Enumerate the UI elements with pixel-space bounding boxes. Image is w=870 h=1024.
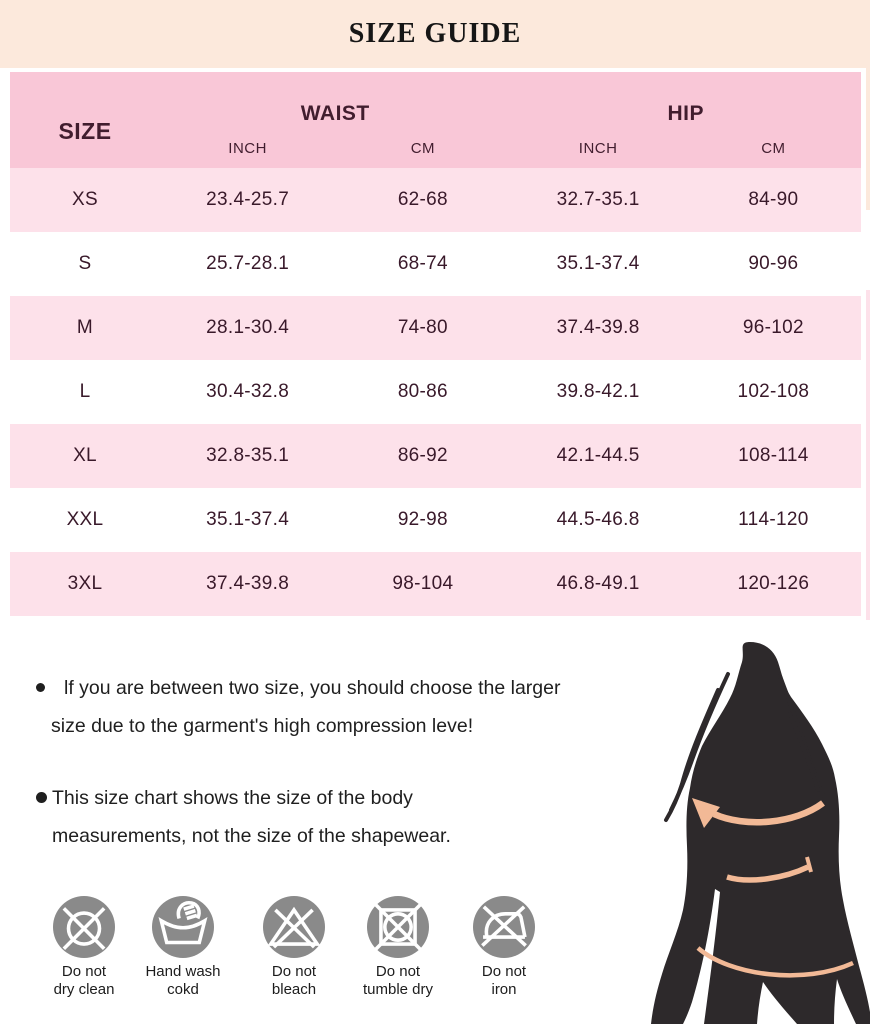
waist-inch-cell: 25.7-28.1 bbox=[206, 253, 290, 274]
hip-cm-cell: 84-90 bbox=[748, 189, 799, 210]
waist-inch-cell: 35.1-37.4 bbox=[206, 509, 290, 530]
table-row: XXL 35.1-37.4 92-98 44.5-46.8 114-120 bbox=[10, 488, 861, 552]
waist-cm-cell: 86-92 bbox=[397, 445, 448, 466]
note-line: lf you are between two size, you should … bbox=[64, 677, 561, 699]
waist-inch-cell: 23.4-25.7 bbox=[206, 189, 290, 210]
do-not-tumble-dry-icon bbox=[367, 896, 429, 958]
col-group-hip: HIP bbox=[667, 102, 704, 125]
care-item-do-not-tumble-dry: Do not tumble dry bbox=[333, 896, 463, 999]
care-label: Do not bleach bbox=[271, 963, 317, 998]
care-label: Hand wash cokd bbox=[145, 963, 221, 998]
do-not-dry-clean-icon bbox=[53, 896, 115, 958]
hand-wash-icon bbox=[152, 896, 214, 958]
care-label: Do not dry clean bbox=[53, 963, 115, 998]
waist-cm-cell: 80-86 bbox=[397, 381, 448, 402]
waist-cm-cell: 98-104 bbox=[392, 573, 454, 594]
table-row: 3XL 37.4-39.8 98-104 46.8-49.1 120-126 bbox=[10, 552, 861, 616]
size-table: SIZE WAIST HIP INCH CM INCH CM XS 23.4-2… bbox=[10, 72, 861, 616]
table-row: XL 32.8-35.1 86-92 42.1-44.5 108-114 bbox=[10, 424, 861, 488]
bust-measure-arc bbox=[712, 800, 825, 826]
hip-cm-cell: 108-114 bbox=[738, 445, 809, 466]
arm-hip-gap bbox=[834, 979, 856, 1024]
size-cell: 3XL bbox=[67, 573, 103, 594]
legs-gap bbox=[757, 982, 797, 1024]
do-not-bleach-icon bbox=[263, 896, 325, 958]
size-table-header: SIZE WAIST HIP INCH CM INCH CM bbox=[10, 72, 861, 168]
hip-cm-cell: 114-120 bbox=[738, 509, 809, 530]
waist-inch-cell: 32.8-35.1 bbox=[206, 445, 290, 466]
size-cell: XXL bbox=[66, 509, 104, 530]
hip-inch-cell: 42.1-44.5 bbox=[556, 445, 640, 466]
waist-inch-cell: 37.4-39.8 bbox=[206, 573, 290, 594]
hip-inch-cell: 44.5-46.8 bbox=[556, 509, 640, 530]
care-item-do-not-iron: Do not iron bbox=[439, 896, 569, 999]
waist-measure-arc bbox=[726, 864, 810, 883]
size-cell: M bbox=[76, 317, 94, 338]
note-line: This size chart shows the size of the bo… bbox=[52, 787, 413, 809]
note-sizing: lf you are between two size, you should … bbox=[34, 669, 560, 745]
waist-arc-end-tick bbox=[805, 856, 813, 873]
right-edge-sliver-pink bbox=[866, 290, 870, 620]
waist-cm-cell: 74-80 bbox=[397, 317, 448, 338]
col-header-hip-cm: CM bbox=[761, 139, 786, 157]
note-line: measurements, not the size of the shapew… bbox=[52, 825, 451, 847]
table-row: XS 23.4-25.7 62-68 32.7-35.1 84-90 bbox=[10, 168, 861, 232]
bullet-icon bbox=[36, 792, 47, 803]
hip-cm-cell: 102-108 bbox=[737, 381, 810, 402]
table-row: L 30.4-32.8 80-86 39.8-42.1 102-108 bbox=[10, 360, 861, 424]
hip-inch-cell: 46.8-49.1 bbox=[556, 573, 640, 594]
care-label: Do not tumble dry bbox=[362, 963, 434, 998]
hair-strand bbox=[788, 712, 820, 792]
size-cell: L bbox=[79, 381, 91, 402]
col-header-size: SIZE bbox=[58, 117, 112, 144]
bullet-icon bbox=[36, 683, 45, 692]
right-edge-sliver-peach bbox=[866, 68, 870, 210]
arm-body-gap bbox=[683, 889, 720, 1024]
size-cell: S bbox=[78, 253, 92, 274]
waist-inch-cell: 30.4-32.8 bbox=[206, 381, 290, 402]
note-line: size due to the garment's high compressi… bbox=[51, 715, 474, 737]
title-banner: SIZE GUIDE bbox=[0, 0, 870, 68]
hip-inch-cell: 37.4-39.8 bbox=[556, 317, 640, 338]
hip-inch-cell: 35.1-37.4 bbox=[556, 253, 640, 274]
size-cell: XS bbox=[72, 189, 98, 210]
page-title: SIZE GUIDE bbox=[348, 18, 522, 49]
hip-cm-cell: 120-126 bbox=[737, 573, 810, 594]
hip-inch-cell: 39.8-42.1 bbox=[556, 381, 640, 402]
col-header-hip-inch: INCH bbox=[578, 139, 618, 157]
hip-measure-arc bbox=[696, 946, 854, 978]
body-shape bbox=[651, 642, 870, 1024]
care-item-do-not-bleach: Do not bleach bbox=[229, 896, 359, 999]
waist-cm-cell: 92-98 bbox=[397, 509, 448, 530]
hair-strand bbox=[664, 688, 720, 822]
care-item-do-not-dry-clean: Do not dry clean bbox=[19, 896, 149, 999]
hip-cm-cell: 90-96 bbox=[748, 253, 799, 274]
waist-inch-cell: 28.1-30.4 bbox=[206, 317, 290, 338]
waist-cm-cell: 68-74 bbox=[397, 253, 448, 274]
do-not-iron-icon bbox=[473, 896, 535, 958]
waist-cm-cell: 62-68 bbox=[397, 189, 448, 210]
note-measurement: This size chart shows the size of the bo… bbox=[34, 779, 451, 855]
hip-inch-cell: 32.7-35.1 bbox=[556, 189, 640, 210]
care-item-hand-wash: Hand wash cokd bbox=[118, 896, 248, 999]
measure-arrowhead bbox=[692, 798, 720, 828]
col-header-waist-inch: INCH bbox=[228, 139, 267, 157]
size-cell: XL bbox=[73, 445, 97, 466]
col-header-waist-cm: CM bbox=[410, 139, 436, 157]
table-row: M 28.1-30.4 74-80 37.4-39.8 96-102 bbox=[10, 296, 861, 360]
female-body-silhouette bbox=[651, 642, 870, 1024]
table-row: S 25.7-28.1 68-74 35.1-37.4 90-96 bbox=[10, 232, 861, 296]
col-group-waist: WAIST bbox=[300, 102, 370, 125]
care-label: Do not iron bbox=[481, 963, 527, 998]
hip-cm-cell: 96-102 bbox=[742, 317, 804, 338]
